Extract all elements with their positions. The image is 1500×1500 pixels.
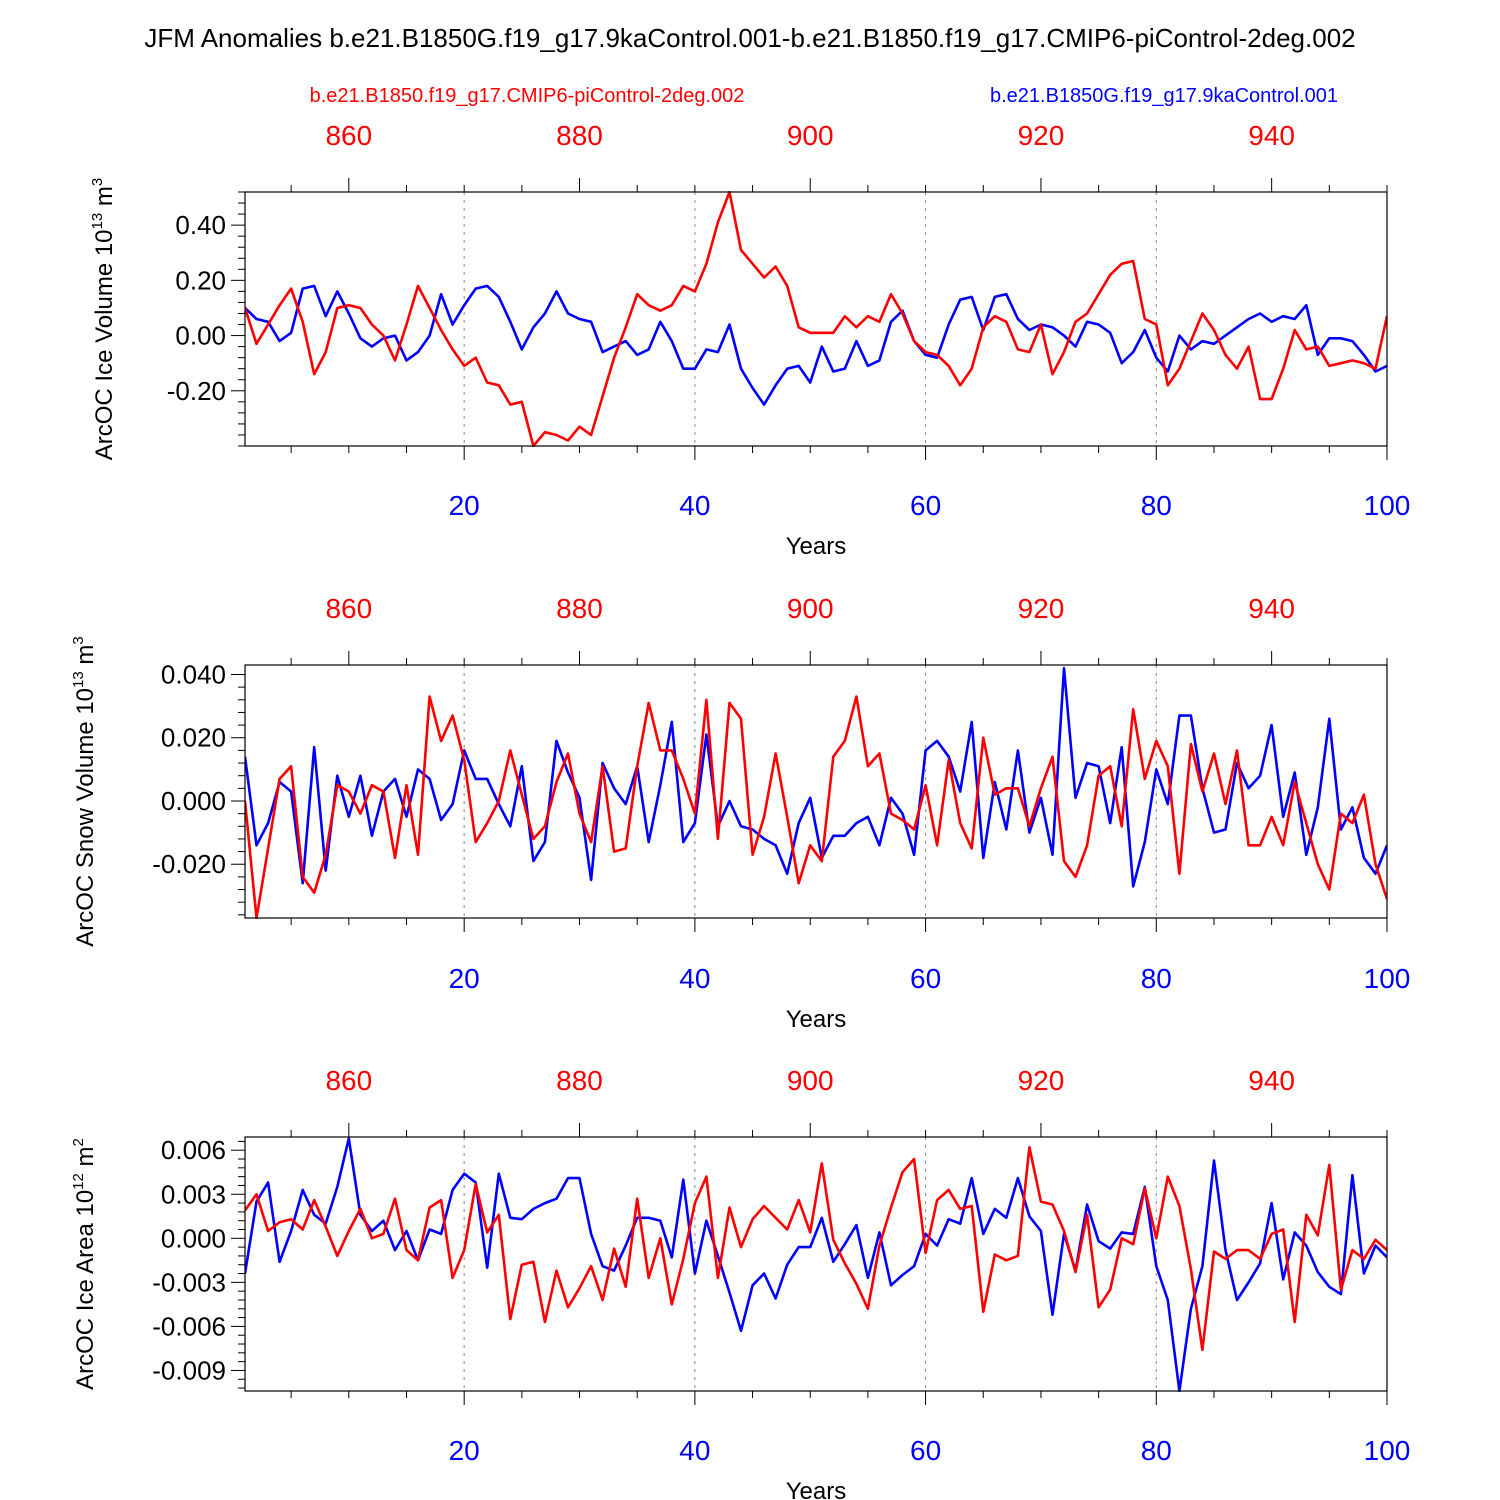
top-x-tick-label: 860 xyxy=(325,593,372,624)
y-axis-label: ArcOC Ice Volume 1013 m3 xyxy=(89,178,118,460)
panel-ice-volume: -0.20 0.00 0.20 0.40 20 40 60 80 100 860 880 900 920… xyxy=(89,120,1410,560)
x-tick-label: 20 xyxy=(449,1435,480,1466)
y-tick-label: -0.003 xyxy=(152,1267,226,1297)
x-tick-label: 80 xyxy=(1141,1435,1172,1466)
x-tick-label: 80 xyxy=(1141,490,1172,521)
top-x-tick-label: 860 xyxy=(325,1065,372,1096)
series-line-blue xyxy=(245,666,1387,888)
y-tick-label: -0.006 xyxy=(152,1311,226,1341)
top-x-tick-label: 920 xyxy=(1018,120,1065,151)
y-tick-label: -0.20 xyxy=(167,376,226,406)
top-x-tick-label: 880 xyxy=(556,1065,603,1096)
panel-snow-volume: -0.020 0.000 0.020 0.040 20 40 60 80 100 860 880 90… xyxy=(70,593,1410,1033)
top-x-tick-label: 920 xyxy=(1018,593,1065,624)
x-tick-label: 40 xyxy=(679,1435,710,1466)
y-axis-label-text: ArcOC Ice Volume 10 xyxy=(91,229,118,460)
y-tick-label: -0.020 xyxy=(152,849,226,879)
plot-frame xyxy=(244,664,1388,919)
series-line-blue xyxy=(245,1137,1387,1392)
series-line-blue xyxy=(245,284,1387,406)
y-axis-label-exponent: 13 xyxy=(89,213,106,230)
y-axis-label-exponent: 12 xyxy=(70,1173,87,1190)
top-x-tick-label: 940 xyxy=(1248,593,1295,624)
y-axis-label-unit: m xyxy=(72,1146,99,1173)
top-x-tick-label: 900 xyxy=(787,1065,834,1096)
y-tick-label: -0.009 xyxy=(152,1355,226,1385)
legend-label-red: b.e21.B1850.f19_g17.CMIP6-piControl-2deg… xyxy=(310,85,745,107)
y-tick-label: 0.000 xyxy=(161,1223,226,1253)
y-axis-label-unit-exponent: 3 xyxy=(89,178,106,186)
y-axis-label-unit: m xyxy=(72,645,99,672)
y-tick-label: 0.006 xyxy=(161,1135,226,1165)
x-tick-label: 80 xyxy=(1141,963,1172,994)
y-axis-label-unit-exponent: 3 xyxy=(70,636,87,644)
x-tick-label: 100 xyxy=(1364,963,1411,994)
y-axis-label-text: ArcOC Snow Volume 10 xyxy=(72,688,99,947)
y-tick-label: 0.040 xyxy=(161,659,226,689)
x-tick-label: 100 xyxy=(1364,1435,1411,1466)
x-tick-label: 60 xyxy=(910,490,941,521)
top-x-tick-label: 940 xyxy=(1248,120,1295,151)
x-tick-label: 100 xyxy=(1364,490,1411,521)
y-axis-label-unit: m xyxy=(91,186,118,213)
series-line-red xyxy=(245,1146,1387,1352)
y-axis-label-exponent: 13 xyxy=(70,671,87,688)
x-tick-label: 60 xyxy=(910,963,941,994)
top-x-tick-label: 880 xyxy=(556,593,603,624)
x-tick-label: 20 xyxy=(449,490,480,521)
plot-frame xyxy=(244,1136,1388,1392)
legend-label-blue: b.e21.B1850G.f19_g17.9kaControl.001 xyxy=(990,85,1338,107)
x-axis-label: Years xyxy=(786,1478,847,1500)
plot-frame xyxy=(244,191,1388,447)
top-x-tick-label: 900 xyxy=(787,120,834,151)
y-tick-label: 0.40 xyxy=(175,210,226,240)
y-tick-label: 0.00 xyxy=(175,321,226,351)
x-axis-label: Years xyxy=(786,533,847,560)
y-axis-label: ArcOC Ice Area 1012 m2 xyxy=(70,1138,99,1390)
series-line-red xyxy=(245,695,1387,919)
panel-ice-area: -0.009 -0.006 -0.003 0.000 0.003 0.006 20 40 60 8… xyxy=(70,1065,1410,1500)
y-axis-label-unit-exponent: 2 xyxy=(70,1138,87,1146)
x-tick-label: 60 xyxy=(910,1435,941,1466)
top-x-tick-label: 920 xyxy=(1018,1065,1065,1096)
x-tick-label: 40 xyxy=(679,490,710,521)
y-axis-label-text: ArcOC Ice Area 10 xyxy=(72,1190,99,1390)
series-line-red xyxy=(245,191,1387,447)
figure-title: JFM Anomalies b.e21.B1850G.f19_g17.9kaCo… xyxy=(144,23,1355,53)
y-tick-label: 0.000 xyxy=(161,786,226,816)
y-tick-label: 0.003 xyxy=(161,1179,226,1209)
top-x-tick-label: 900 xyxy=(787,593,834,624)
x-tick-label: 20 xyxy=(449,963,480,994)
top-x-tick-label: 940 xyxy=(1248,1065,1295,1096)
y-tick-label: 0.020 xyxy=(161,723,226,753)
x-axis-label: Years xyxy=(786,1006,847,1033)
top-x-tick-label: 880 xyxy=(556,120,603,151)
y-tick-label: 0.20 xyxy=(175,265,226,295)
y-axis-label: ArcOC Snow Volume 1013 m3 xyxy=(70,636,99,947)
top-x-tick-label: 860 xyxy=(325,120,372,151)
x-tick-label: 40 xyxy=(679,963,710,994)
